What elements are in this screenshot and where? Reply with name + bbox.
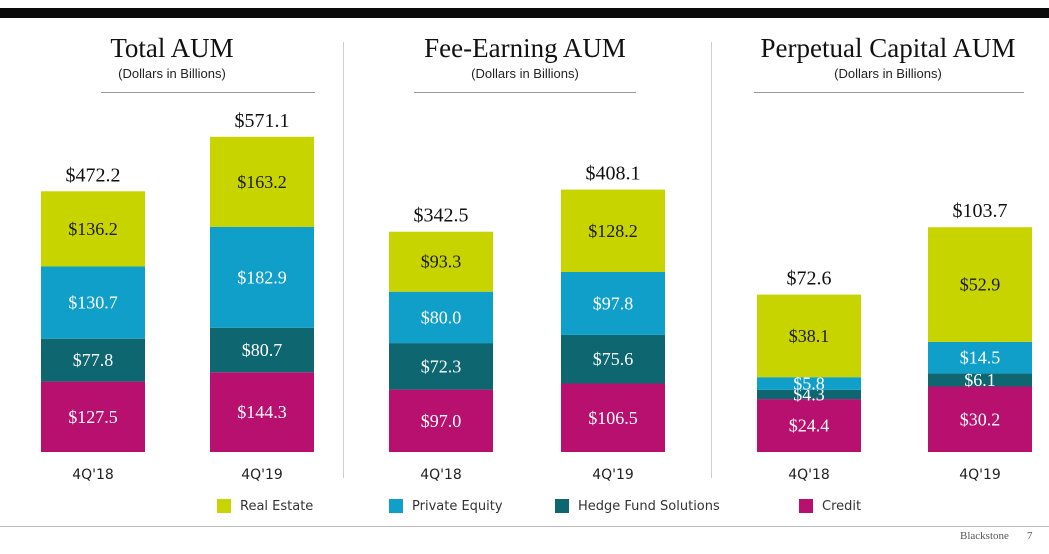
- category-label-fee-earning-aum-4q-18: 4Q'18: [420, 467, 462, 483]
- bar-segment-fee-earning-aum-4q-19-private-equity: [561, 272, 665, 335]
- legend-item-credit: Credit: [799, 496, 861, 516]
- bar-segment-total-aum-4q-19-real-estate: [210, 136, 314, 227]
- total-label-total-aum-4q-18: $472.2: [66, 164, 121, 186]
- title-rule-fee-earning-aum: [414, 92, 636, 93]
- category-label-perpetual-capital-aum-4q-18: 4Q'18: [788, 467, 830, 483]
- legend: Real Estate Private Equity Hedge Fund So…: [0, 496, 1049, 516]
- data-label-fee-earning-aum-4q-19-private-equity: $97.8: [593, 294, 634, 314]
- bar-segment-total-aum-4q-19-hedge-fund-solutions: [210, 327, 314, 373]
- panel-subtitle-perpetual-capital-aum: (Dollars in Billions): [834, 66, 942, 81]
- data-label-total-aum-4q-19-credit: $144.3: [237, 402, 287, 422]
- bar-segment-perpetual-capital-aum-4q-18-real-estate: [757, 294, 861, 378]
- bar-segment-total-aum-4q-19-credit: [210, 372, 314, 452]
- data-label-perpetual-capital-aum-4q-19-credit: $30.2: [960, 409, 1001, 429]
- data-label-fee-earning-aum-4q-18-private-equity: $80.0: [421, 307, 462, 327]
- bar-segment-perpetual-capital-aum-4q-18-hedge-fund-solutions: [757, 389, 861, 400]
- data-label-total-aum-4q-18-private-equity: $130.7: [68, 293, 118, 313]
- panel-title-total-aum: Total AUM: [110, 33, 234, 63]
- bar-segment-total-aum-4q-19-private-equity: [210, 226, 314, 328]
- panel-title-perpetual-capital-aum: Perpetual Capital AUM: [760, 33, 1016, 63]
- total-label-perpetual-capital-aum-4q-18: $72.6: [787, 268, 832, 290]
- bar-segment-perpetual-capital-aum-4q-19-private-equity: [928, 341, 1032, 374]
- bar-segment-perpetual-capital-aum-4q-19-credit: [928, 386, 1032, 452]
- bar-segment-fee-earning-aum-4q-18-real-estate: [389, 231, 493, 292]
- data-label-fee-earning-aum-4q-18-credit: $97.0: [421, 411, 462, 431]
- panel-subtitle-total-aum: (Dollars in Billions): [118, 66, 226, 81]
- data-label-total-aum-4q-19-private-equity: $182.9: [237, 267, 287, 287]
- legend-swatch-real-estate: [217, 499, 231, 513]
- legend-swatch-private-equity: [389, 499, 403, 513]
- data-label-perpetual-capital-aum-4q-18-credit: $24.4: [789, 416, 830, 436]
- bar-segment-fee-earning-aum-4q-19-credit: [561, 383, 665, 452]
- data-label-perpetual-capital-aum-4q-19-hedge-fund-solutions: $6.1: [964, 370, 996, 390]
- page-number: 7: [1027, 530, 1033, 542]
- data-label-perpetual-capital-aum-4q-19-private-equity: $14.5: [960, 348, 1001, 368]
- top-bar: [0, 8, 1049, 18]
- data-label-perpetual-capital-aum-4q-18-real-estate: $38.1: [789, 326, 830, 346]
- panel-title-fee-earning-aum: Fee-Earning AUM: [424, 33, 626, 63]
- total-label-perpetual-capital-aum-4q-19: $103.7: [953, 200, 1008, 222]
- data-label-fee-earning-aum-4q-19-hedge-fund-solutions: $75.6: [593, 349, 634, 369]
- total-label-fee-earning-aum-4q-19: $408.1: [586, 163, 641, 185]
- data-label-total-aum-4q-18-hedge-fund-solutions: $77.8: [73, 350, 114, 370]
- data-label-perpetual-capital-aum-4q-18-private-equity: $5.8: [793, 374, 825, 394]
- bar-segment-fee-earning-aum-4q-18-private-equity: [389, 291, 493, 344]
- data-label-total-aum-4q-19-hedge-fund-solutions: $80.7: [242, 340, 283, 360]
- panel-subtitle-fee-earning-aum: (Dollars in Billions): [471, 66, 579, 81]
- bar-segment-perpetual-capital-aum-4q-18-private-equity: [757, 377, 861, 390]
- bar-segment-fee-earning-aum-4q-18-credit: [389, 389, 493, 452]
- panel-separator-2: [711, 42, 712, 478]
- bar-segment-total-aum-4q-18-private-equity: [41, 266, 145, 339]
- bar-segment-total-aum-4q-18-credit: [41, 381, 145, 452]
- legend-item-private-equity: Private Equity: [389, 496, 503, 516]
- legend-label-hedge-fund-solutions: Hedge Fund Solutions: [578, 498, 720, 514]
- bar-segment-fee-earning-aum-4q-18-hedge-fund-solutions: [389, 343, 493, 390]
- bar-segment-perpetual-capital-aum-4q-19-real-estate: [928, 227, 1032, 342]
- bar-segment-perpetual-capital-aum-4q-18-credit: [757, 399, 861, 452]
- legend-label-real-estate: Real Estate: [240, 498, 314, 514]
- title-rule-perpetual-capital-aum: [754, 92, 1024, 93]
- footer-brand: Blackstone: [960, 530, 1009, 542]
- data-label-total-aum-4q-18-real-estate: $136.2: [68, 219, 118, 239]
- title-rule-total-aum: [101, 92, 315, 93]
- data-label-fee-earning-aum-4q-19-real-estate: $128.2: [588, 221, 638, 241]
- bar-segment-total-aum-4q-18-real-estate: [41, 191, 145, 267]
- footer-rule: [0, 526, 1049, 527]
- bar-segment-total-aum-4q-18-hedge-fund-solutions: [41, 338, 145, 382]
- panel-separator-1: [343, 42, 344, 478]
- legend-label-credit: Credit: [822, 498, 862, 514]
- category-label-total-aum-4q-19: 4Q'19: [241, 467, 283, 483]
- data-label-fee-earning-aum-4q-19-credit: $106.5: [588, 408, 638, 428]
- category-label-perpetual-capital-aum-4q-19: 4Q'19: [959, 467, 1001, 483]
- data-label-perpetual-capital-aum-4q-19-real-estate: $52.9: [960, 275, 1001, 295]
- category-label-total-aum-4q-18: 4Q'18: [72, 467, 114, 483]
- legend-item-hedge-fund-solutions: Hedge Fund Solutions: [555, 496, 720, 516]
- total-label-total-aum-4q-19: $571.1: [235, 110, 290, 132]
- data-label-total-aum-4q-18-credit: $127.5: [68, 407, 118, 427]
- bar-segment-fee-earning-aum-4q-19-hedge-fund-solutions: [561, 334, 665, 384]
- data-label-total-aum-4q-19-real-estate: $163.2: [237, 172, 287, 192]
- bar-segment-perpetual-capital-aum-4q-19-hedge-fund-solutions: [928, 373, 1032, 387]
- legend-swatch-hedge-fund-solutions: [555, 499, 569, 513]
- total-label-fee-earning-aum-4q-18: $342.5: [414, 205, 469, 227]
- data-label-fee-earning-aum-4q-18-real-estate: $93.3: [421, 252, 462, 272]
- data-label-fee-earning-aum-4q-18-hedge-fund-solutions: $72.3: [421, 356, 462, 376]
- bar-segment-fee-earning-aum-4q-19-real-estate: [561, 189, 665, 272]
- category-label-fee-earning-aum-4q-19: 4Q'19: [592, 467, 634, 483]
- legend-item-real-estate: Real Estate: [217, 496, 313, 516]
- legend-swatch-credit: [799, 499, 813, 513]
- legend-label-private-equity: Private Equity: [412, 498, 503, 514]
